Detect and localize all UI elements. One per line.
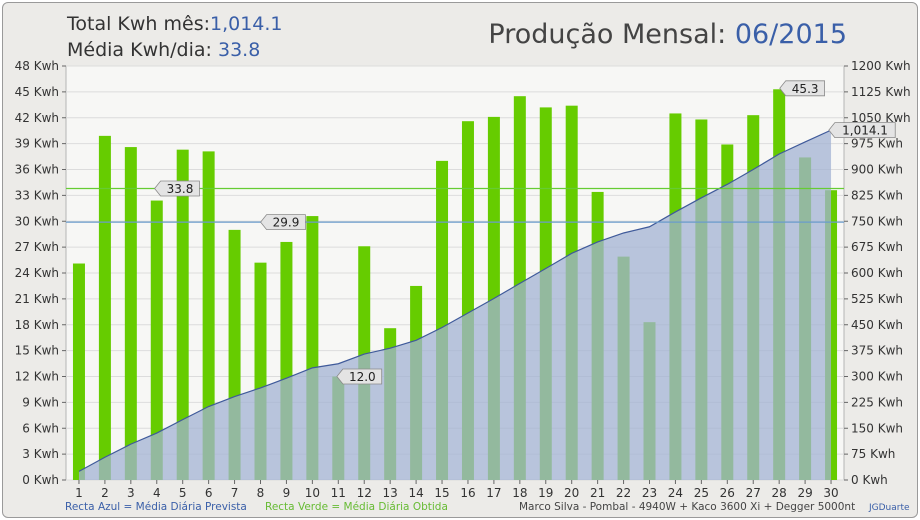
y-right-tick-label: 900 Kwh (851, 163, 903, 177)
annotation-label-box (779, 80, 825, 97)
green-line-legend: Recta Verde = Média Diária Obtida (265, 501, 448, 513)
y-left-tick-label: 42 Kwh (15, 111, 59, 125)
y-left-tick-label: 3 Kwh (22, 447, 59, 461)
y-right-tick-label: 300 Kwh (851, 370, 903, 384)
bar-daily-production (150, 200, 163, 481)
y-left-tick-label: 21 Kwh (15, 292, 59, 306)
x-tick-label: 27 (746, 486, 761, 500)
area-cumulative-production (78, 130, 832, 480)
x-tick-label: 24 (668, 486, 683, 500)
y-left-tick-label: 6 Kwh (22, 421, 59, 435)
bar-daily-production (176, 149, 189, 480)
y-right-tick-label: 150 Kwh (851, 421, 903, 435)
x-tick-label: 6 (205, 486, 213, 500)
system-info: Marco Silva - Pombal - 4940W + Kaco 3600… (519, 501, 856, 513)
y-right-tick-label: 0 Kwh (851, 473, 888, 487)
x-tick-label: 15 (434, 486, 449, 500)
y-right-tick-label: 375 Kwh (851, 344, 903, 358)
x-tick-label: 12 (357, 486, 372, 500)
x-tick-label: 19 (538, 486, 553, 500)
x-tick-label: 14 (408, 486, 423, 500)
x-tick-label: 26 (720, 486, 735, 500)
x-tick-label: 17 (486, 486, 501, 500)
y-right-tick-label: 675 Kwh (851, 240, 903, 254)
avg-kwh-value: 33.8 (217, 39, 261, 61)
y-left-tick-label: 18 Kwh (15, 318, 59, 332)
x-tick-label: 28 (772, 486, 787, 500)
bar-daily-production (98, 135, 111, 481)
avg-forecast-line-label-box (260, 214, 306, 231)
y-right-tick-label: 450 Kwh (851, 318, 903, 332)
y-right-tick-label: 750 Kwh (851, 214, 903, 228)
y-left-tick-label: 33 Kwh (15, 188, 59, 202)
total-kwh-value: 1,014.1 (210, 13, 283, 35)
y-left-tick-label: 45 Kwh (15, 85, 59, 99)
y-left-tick-label: 39 Kwh (15, 137, 59, 151)
annotation-label: 45.3 (792, 82, 819, 96)
y-left-tick-label: 30 Kwh (15, 214, 59, 228)
x-tick-label: 21 (590, 486, 605, 500)
y-right-tick-label: 600 Kwh (851, 266, 903, 280)
y-left-tick-label: 9 Kwh (22, 395, 59, 409)
y-left-tick-label: 48 Kwh (15, 59, 59, 73)
x-tick-label: 4 (153, 486, 161, 500)
chart-title-label: Produção Mensal: (488, 19, 727, 50)
x-tick-label: 25 (694, 486, 709, 500)
y-left-tick-label: 24 Kwh (15, 266, 59, 280)
total-kwh-month: Total Kwh mês:1,014.1 (67, 13, 283, 35)
y-left-tick-label: 36 Kwh (15, 163, 59, 177)
y-right-tick-label: 1125 Kwh (851, 85, 911, 99)
bar-daily-production (72, 263, 85, 480)
chart-title: Produção Mensal: 06/2015 (488, 19, 847, 50)
line-cumulative-production (78, 129, 832, 472)
x-tick-label: 2 (101, 486, 109, 500)
x-tick-label: 22 (616, 486, 631, 500)
annotation-label-box (336, 368, 383, 385)
avg-kwh-label: Média Kwh/dia: (67, 39, 212, 61)
y-right-tick-label: 75 Kwh (851, 447, 895, 461)
y-left-tick-label: 15 Kwh (15, 344, 59, 358)
avg-obtained-line-label-box (154, 180, 200, 197)
y-left-tick-label: 27 Kwh (15, 240, 59, 254)
x-tick-label: 16 (460, 486, 475, 500)
x-tick-label: 3 (127, 486, 135, 500)
y-right-tick-label: 825 Kwh (851, 188, 903, 202)
annotation-label-box (828, 122, 896, 139)
credit-label: JGDuarte (869, 503, 910, 513)
x-tick-label: 30 (823, 486, 838, 500)
total-kwh-label: Total Kwh mês: (67, 13, 210, 35)
x-tick-label: 7 (231, 486, 239, 500)
y-right-tick-label: 225 Kwh (851, 395, 903, 409)
x-tick-label: 1 (75, 486, 83, 500)
x-tick-label: 8 (257, 486, 265, 500)
annotation-label: 1,014.1 (842, 124, 888, 138)
x-tick-label: 20 (564, 486, 579, 500)
avg-obtained-line-label: 33.8 (167, 182, 194, 196)
bar-daily-production (124, 147, 137, 480)
x-tick-label: 10 (305, 486, 320, 500)
x-tick-label: 23 (642, 486, 657, 500)
bar-daily-production (202, 151, 215, 480)
y-right-tick-label: 975 Kwh (851, 137, 903, 151)
y-right-tick-label: 1050 Kwh (851, 111, 911, 125)
avg-kwh-day: Média Kwh/dia: 33.8 (67, 39, 260, 61)
annotation-label: 12.0 (349, 370, 376, 384)
x-tick-label: 13 (383, 486, 398, 500)
x-tick-label: 29 (797, 486, 812, 500)
chart-title-period: 06/2015 (734, 19, 847, 50)
y-left-tick-label: 0 Kwh (22, 473, 59, 487)
x-tick-label: 18 (512, 486, 527, 500)
x-tick-label: 9 (283, 486, 291, 500)
x-tick-label: 11 (331, 486, 346, 500)
blue-line-legend: Recta Azul = Média Diária Prevista (65, 501, 247, 513)
y-right-tick-label: 525 Kwh (851, 292, 903, 306)
y-right-tick-label: 1200 Kwh (851, 59, 911, 73)
x-tick-label: 5 (179, 486, 187, 500)
avg-forecast-line-label: 29.9 (273, 216, 300, 230)
y-left-tick-label: 12 Kwh (15, 370, 59, 384)
